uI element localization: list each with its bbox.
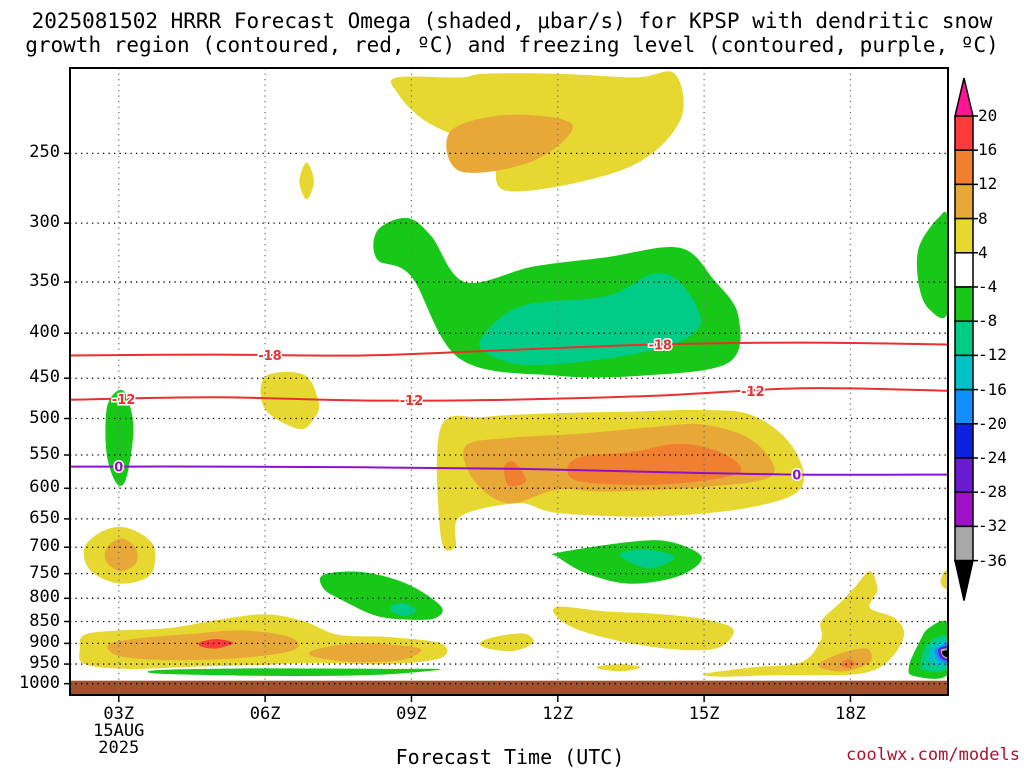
colorbar-bottom-arrow (954, 559, 974, 601)
omega-region-28 (940, 570, 948, 590)
y-tick-label-500: 500 (29, 407, 60, 428)
contour-label-0-1: 0 (792, 469, 801, 484)
omega-region-10 (503, 461, 527, 487)
y-tick-label-750: 750 (29, 562, 60, 583)
y-tick-label-550: 550 (29, 443, 60, 464)
omega-region-11 (567, 443, 742, 486)
y-tick-label-400: 400 (29, 322, 60, 343)
y-tick-label-700: 700 (29, 536, 60, 557)
omega-region-26 (840, 658, 856, 669)
x-tick-label-06Z: 06Z (249, 704, 281, 724)
colorbar-bin-5 (954, 286, 974, 322)
y-tick-label-650: 650 (29, 507, 60, 528)
contour-label--12-1: -12 (400, 394, 424, 409)
colorbar-bin-10 (954, 457, 974, 493)
contour-line-0 (70, 465, 948, 476)
x-tick-label-15Z: 15Z (688, 704, 720, 724)
y-tick-label-600: 600 (29, 477, 60, 498)
colorbar-bin-1 (954, 149, 974, 186)
colorbar-bin-6 (954, 320, 974, 357)
colorbar-label-5: -4 (978, 277, 998, 296)
x-axis-title: Forecast Time (UTC) (395, 745, 625, 769)
colorbar-label-10: -24 (978, 448, 1007, 467)
omega-region-1 (446, 114, 573, 173)
omega-region-15 (619, 549, 675, 569)
y-tick-label-350: 350 (29, 271, 60, 292)
colorbar-label-1: 16 (978, 140, 998, 160)
ground-surface (70, 680, 948, 695)
colorbar-top-arrow (954, 77, 974, 117)
omega-region-6 (260, 371, 320, 430)
omega-region-13 (104, 538, 138, 572)
omega-region-7 (105, 389, 134, 486)
colorbar-label-4: 4 (978, 242, 988, 262)
x-tick-label-03Z-2: 2025 (98, 738, 140, 758)
colorbar-bin-8 (954, 388, 974, 425)
colorbar-label-2: 12 (978, 174, 998, 194)
omega-region-19 (479, 633, 534, 652)
omega-region-23 (198, 639, 234, 649)
omega-region-22 (309, 643, 422, 663)
colorbar-bin-3 (954, 217, 974, 254)
omega-region-27 (596, 664, 641, 672)
colorbar-label-12: -32 (978, 516, 1007, 536)
omega-region-2 (299, 162, 314, 200)
contour-label--12-0: -12 (112, 393, 136, 408)
omega-region-16 (319, 571, 443, 620)
source-credit: coolwx.com/models (846, 745, 1020, 765)
omega-region-5 (916, 211, 948, 319)
colorbar-label-3: 8 (978, 208, 988, 228)
colorbar-bin-11 (954, 491, 974, 528)
omega-region-14 (551, 540, 702, 584)
chart-title-line-2: growth region (contoured, red, ºC) and f… (25, 33, 999, 57)
y-tick-label-1000: 1000 (19, 672, 60, 693)
y-tick-label-250: 250 (29, 142, 60, 163)
omega-region-29 (147, 668, 441, 677)
chart-title-line-1: 2025081502 HRRR Forecast Omega (shaded, … (31, 9, 993, 33)
y-tick-label-450: 450 (29, 367, 60, 388)
colorbar-bin-12 (954, 525, 974, 562)
contour-label--18-1: -18 (648, 338, 672, 353)
contour-label--18-0: -18 (258, 349, 282, 364)
omega-region-36 (942, 649, 948, 658)
contour-line--12 (70, 387, 948, 402)
plot-area: -18 -18 -12 -12 -12 0 0 (70, 68, 948, 695)
x-tick-label-03Z-1: 15AUG (93, 721, 145, 741)
y-tick-label-300: 300 (29, 212, 60, 233)
y-tick-label-900: 900 (29, 632, 60, 653)
x-tick-label-12Z: 12Z (542, 704, 574, 724)
omega-region-18 (553, 606, 734, 651)
omega-region-24 (702, 571, 905, 677)
contour-label--12-2: -12 (741, 385, 765, 400)
colorbar-label-6: -8 (978, 311, 998, 331)
colorbar-bin-4 (954, 252, 974, 288)
y-tick-label-800: 800 (29, 587, 60, 608)
colorbar-label-9: -20 (978, 413, 1007, 433)
x-tick-label-09Z: 09Z (396, 704, 427, 724)
colorbar-bin-7 (954, 354, 974, 391)
colorbar-bin-0 (954, 115, 974, 151)
colorbar-label-0: 20 (978, 106, 998, 125)
y-tick-label-950: 950 (29, 653, 60, 674)
omega-region-17 (390, 602, 417, 617)
plot-frame (69, 67, 949, 696)
colorbar-label-8: -16 (978, 379, 1007, 399)
colorbar-bin-2 (954, 183, 974, 220)
x-tick-label-03Z: 03Z (103, 704, 135, 724)
colorbar-label-11: -28 (978, 482, 1007, 502)
y-tick-label-850: 850 (29, 610, 60, 631)
colorbar-label-13: -36 (978, 550, 1007, 570)
omega-region-4 (479, 273, 701, 366)
contour-label-0-0: 0 (114, 461, 123, 476)
omega-region-25 (818, 648, 872, 672)
colorbar-bin-9 (954, 423, 974, 459)
x-tick-label-18Z: 18Z (835, 704, 866, 724)
contour-line--18 (70, 341, 948, 357)
colorbar-label-7: -12 (978, 345, 1007, 365)
